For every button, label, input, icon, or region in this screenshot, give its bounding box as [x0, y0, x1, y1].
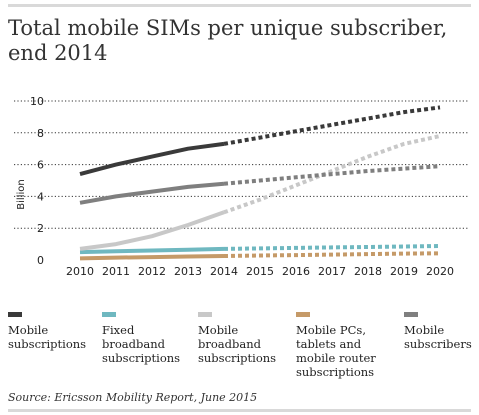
legend-label-line: Mobile: [8, 323, 49, 337]
series-line-actual: [79, 141, 225, 177]
y-tick-label: 4: [37, 190, 44, 203]
legend-label-line: subscriptions: [102, 351, 181, 365]
legend-label-line: broadband: [198, 337, 261, 351]
x-tick-label: 2013: [174, 265, 202, 278]
x-tick-label: 2012: [138, 265, 166, 278]
legend-label-line: tablets and: [296, 337, 362, 351]
y-tick-label: 6: [37, 159, 44, 172]
y-axis-label: Billion: [16, 179, 27, 209]
series-line-actual: [79, 246, 225, 255]
series-line-actual: [79, 181, 225, 205]
y-tick-label: 8: [37, 127, 44, 140]
legend-label-line: broadband: [102, 337, 165, 351]
legend-swatch: [296, 312, 310, 317]
x-tick-label: 2011: [102, 265, 130, 278]
legend-swatch: [8, 312, 22, 317]
legend-label-line: Mobile: [404, 323, 445, 337]
y-tick-label: 0: [37, 254, 44, 267]
bottom-rule: [8, 409, 471, 412]
legend-label-line: subscriptions: [198, 351, 277, 365]
series-line-forecast: [223, 105, 441, 146]
legend-item-fixed-broadband: Fixed broadband subscriptions: [102, 312, 180, 365]
series-line-actual: [79, 210, 225, 251]
legend-label-line: Fixed: [102, 323, 135, 337]
x-tick-label: 2018: [354, 265, 382, 278]
legend-swatch: [198, 312, 212, 317]
series-line-forecast: [223, 244, 441, 251]
legend-swatch: [404, 312, 418, 317]
series-line-forecast: [223, 251, 441, 258]
source-note: Source: Ericsson Mobility Report, June 2…: [8, 391, 258, 404]
series-line-forecast: [223, 164, 441, 186]
chart-legend: Mobile subscriptions Fixed broadband sub…: [8, 312, 472, 382]
legend-label-line: Mobile: [198, 323, 239, 337]
top-rule: [8, 4, 471, 7]
legend-item-mobile-broadband: Mobile broadband subscriptions: [198, 312, 276, 365]
chart-title: Total mobile SIMs per unique subscriber,…: [8, 16, 448, 65]
x-tick-label: 2017: [318, 265, 346, 278]
legend-item-mobile-subscribers: Mobile subscribers: [404, 312, 472, 351]
legend-swatch: [102, 312, 116, 317]
legend-label-line: subscribers: [404, 337, 472, 351]
series-line-actual: [79, 254, 225, 261]
y-tick-label: 2: [37, 222, 44, 235]
x-tick-label: 2010: [66, 265, 94, 278]
legend-label-line: subscriptions: [8, 337, 87, 351]
legend-item-mobile-subscriptions: Mobile subscriptions: [8, 312, 86, 351]
legend-label-line: Mobile PCs,: [296, 323, 366, 337]
y-tick-label: 10: [30, 95, 44, 108]
x-tick-label: 2014: [210, 265, 238, 278]
series-line-forecast: [223, 134, 441, 215]
x-tick-label: 2016: [282, 265, 310, 278]
legend-item-mobile-pcs: Mobile PCs, tablets and mobile router su…: [296, 312, 376, 379]
x-tick-label: 2015: [246, 265, 274, 278]
x-tick-label: 2020: [426, 265, 454, 278]
legend-label-line: subscriptions: [296, 365, 375, 379]
line-chart: 0 2 4 6 8 10 Billion 2010 2011 2012 2013 2014 2015 20…: [14, 95, 468, 278]
x-tick-label: 2019: [390, 265, 418, 278]
legend-label-line: mobile router: [296, 351, 376, 365]
